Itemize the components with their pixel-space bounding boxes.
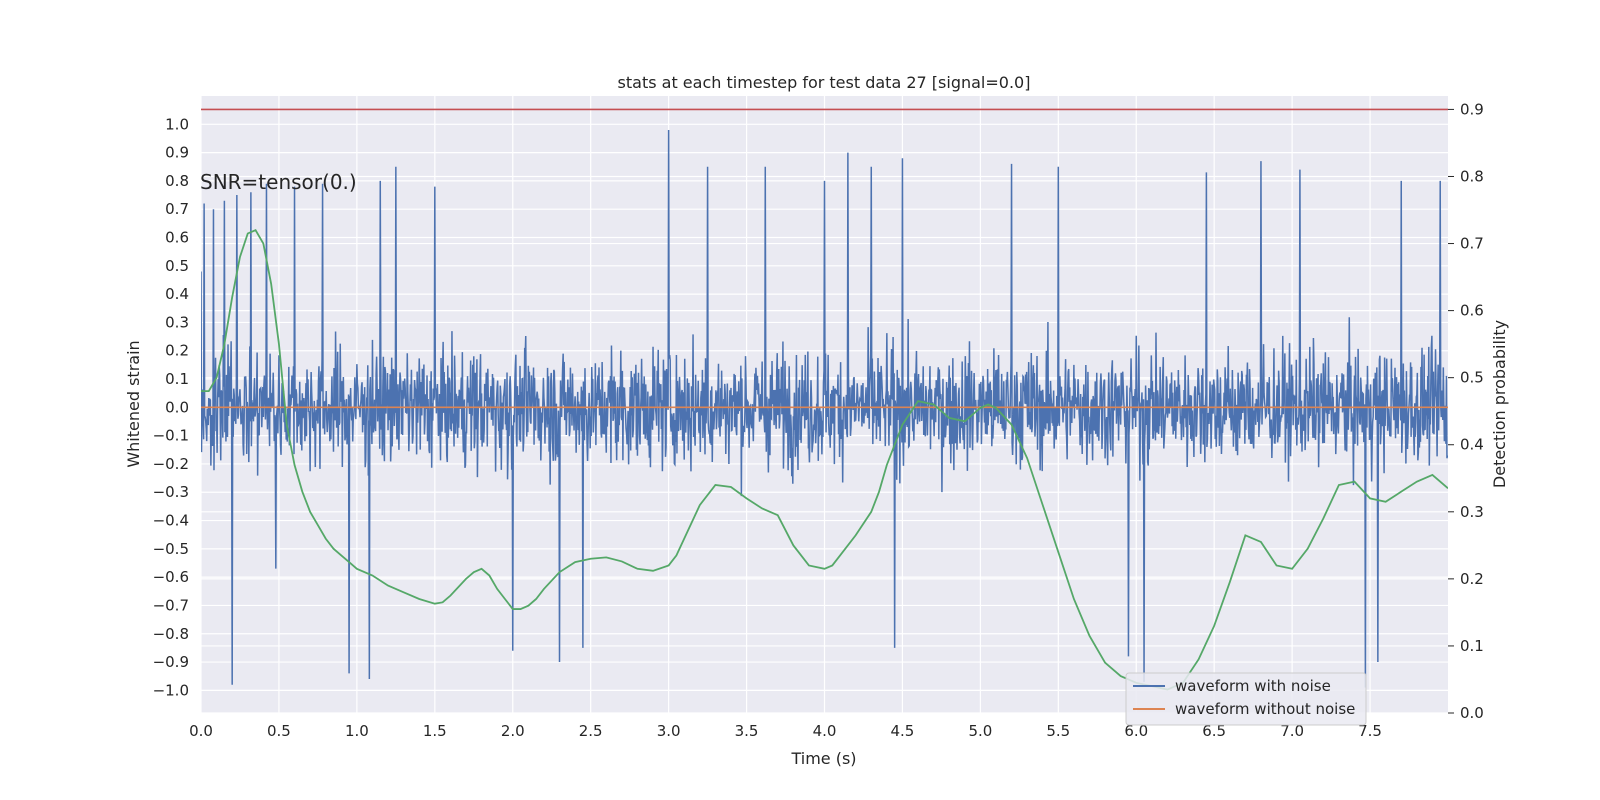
x-tick-label: 5.5 (1046, 722, 1070, 740)
x-tick-label: 2.5 (579, 722, 603, 740)
y2-tick-label: 0.5 (1460, 369, 1484, 387)
x-tick-label: 3.5 (735, 722, 759, 740)
x-tick-label: 5.0 (968, 722, 992, 740)
x-tick-label: 1.0 (345, 722, 369, 740)
y-tick-label: −0.8 (153, 625, 189, 643)
y-tick-label: 0.3 (165, 313, 189, 331)
y-tick-label: 0.2 (165, 342, 189, 360)
legend-label-clean: waveform without noise (1175, 700, 1355, 718)
x-tick-label: 1.5 (423, 722, 447, 740)
y-tick-label: −0.6 (153, 568, 189, 586)
y-tick-label: −1.0 (153, 681, 189, 699)
legend-box (1125, 672, 1367, 726)
x-tick-labels: 0.0 0.5 1.0 1.5 2.0 2.5 3.0 3.5 4.0 4.5 5.0 5.5 6.0 6… (189, 722, 1382, 740)
snr-annotation: SNR=tensor(0.) (200, 170, 357, 194)
y-tick-label: 0.4 (165, 285, 189, 303)
x-tick-label: 6.0 (1124, 722, 1148, 740)
y-tick-label: −0.4 (153, 512, 189, 530)
legend-label-noise: waveform with noise (1175, 677, 1331, 695)
y-tick-label: −0.5 (153, 540, 189, 558)
y-tick-label: 0.8 (165, 172, 189, 190)
y-tick-label: 1.0 (165, 115, 189, 133)
y-axis-label: Whitened strain (124, 340, 143, 467)
x-tick-label: 3.0 (657, 722, 681, 740)
plot-area (201, 108, 1448, 691)
y2-tick-label: 0.2 (1460, 570, 1484, 588)
y-tick-labels: 1.0 0.9 0.8 0.7 0.6 0.5 0.4 0.3 0.2 0.1 0.0 −0.1 −0.… (153, 115, 189, 699)
y-tick-label: −0.9 (153, 653, 189, 671)
x-tick-label: 7.5 (1358, 722, 1382, 740)
y-tick-label: −0.1 (153, 427, 189, 445)
y2-tick-label: 0.1 (1460, 637, 1484, 655)
y2-tick-label: 0.7 (1460, 235, 1484, 253)
y-tick-label: −0.3 (153, 483, 189, 501)
y-tick-label: 0.6 (165, 229, 189, 247)
series-waveform-with-noise (201, 129, 1448, 688)
y2-tick-label: 0.4 (1460, 436, 1484, 454)
y-tick-label: 0.0 (165, 398, 189, 416)
y2-tick-labels: 0.9 0.8 0.7 0.6 0.5 0.4 0.3 0.2 0.1 0.0 (1448, 100, 1484, 722)
chart-title: stats at each timestep for test data 27 … (618, 73, 1031, 92)
y2-tick-label: 0.3 (1460, 503, 1484, 521)
y-tick-label: 0.1 (165, 370, 189, 388)
y-tick-label: 0.7 (165, 200, 189, 218)
y-tick-label: −0.7 (153, 596, 189, 614)
x-tick-label: 7.0 (1280, 722, 1304, 740)
x-tick-label: 4.5 (891, 722, 915, 740)
legend: waveform with noise waveform without noi… (1125, 672, 1367, 726)
x-tick-label: 4.0 (813, 722, 837, 740)
y2-tick-label: 0.9 (1460, 100, 1484, 118)
x-tick-label: 0.5 (267, 722, 291, 740)
x-tick-label: 2.0 (501, 722, 525, 740)
y2-axis-label: Detection probability (1490, 320, 1509, 488)
y2-tick-label: 0.8 (1460, 167, 1484, 185)
x-axis-label: Time (s) (790, 749, 856, 768)
y2-tick-label: 0.6 (1460, 302, 1484, 320)
y-tick-label: −0.2 (153, 455, 189, 473)
x-tick-label: 6.5 (1202, 722, 1226, 740)
y2-tick-label: 0.0 (1460, 704, 1484, 722)
y-tick-label: 0.5 (165, 257, 189, 275)
y-tick-label: 0.9 (165, 144, 189, 162)
x-tick-label: 0.0 (189, 722, 213, 740)
